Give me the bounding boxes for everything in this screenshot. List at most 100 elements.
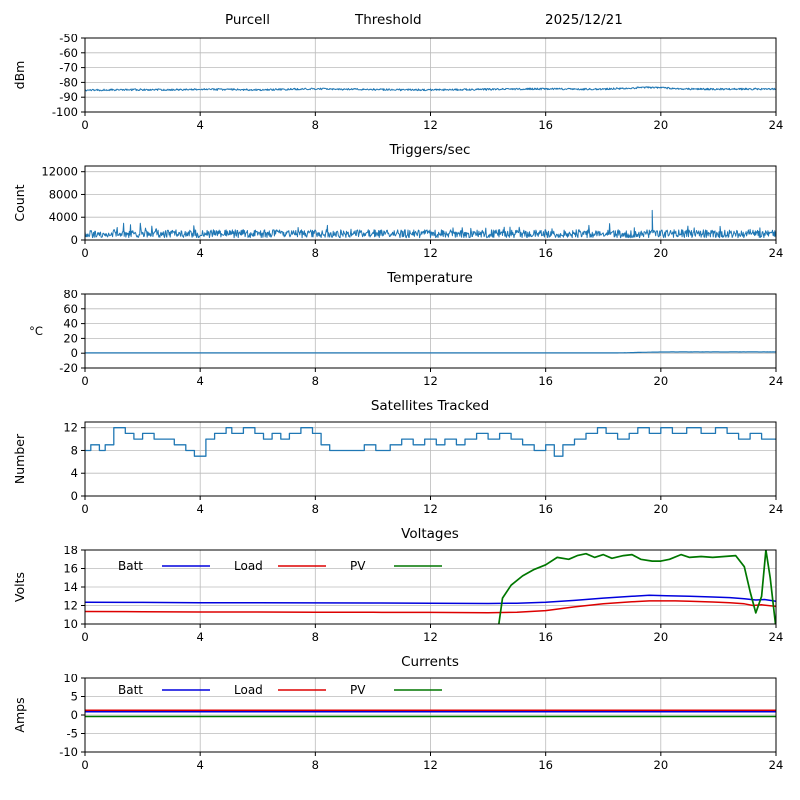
panel-currents: Currents 0 4 8 12 16 20 24 -10 -5 0 5 10 Amps Batt Loa…	[0, 650, 800, 778]
svg-text:12: 12	[63, 599, 78, 613]
svg-text:8: 8	[312, 374, 319, 388]
svg-text:Amps: Amps	[12, 697, 27, 732]
satellites-chart: 0 4 8 12 16 20 24 0 4 8 12 Number	[12, 421, 784, 516]
svg-text:-20: -20	[59, 361, 78, 375]
voltages-chart-title: Voltages	[401, 526, 459, 542]
triggers-chart: 0 4 8 12 16 20 24 0 4000 8000 12000 Count	[12, 165, 784, 260]
svg-text:16: 16	[538, 630, 553, 644]
svg-text:24: 24	[769, 246, 784, 260]
svg-text:4: 4	[197, 502, 204, 516]
svg-text:8000: 8000	[49, 187, 78, 201]
svg-text:24: 24	[769, 118, 784, 132]
svg-text:0: 0	[71, 346, 78, 360]
svg-text:4: 4	[71, 466, 78, 480]
svg-text:8: 8	[312, 502, 319, 516]
panel-voltages: Voltages 0 4 8 12 16 20 24 10 12 14 16 18 Volts Batt L…	[0, 522, 800, 650]
monitoring-figure: Purcell Threshold 2025/12/21 0 4 8 12 16 20 24…	[0, 6, 800, 778]
svg-text:20: 20	[654, 502, 669, 516]
svg-text:20: 20	[654, 758, 669, 772]
svg-text:18: 18	[63, 546, 78, 557]
svg-text:16: 16	[538, 374, 553, 388]
svg-text:0: 0	[71, 489, 78, 503]
svg-text:16: 16	[538, 246, 553, 260]
svg-text:12: 12	[423, 502, 438, 516]
svg-text:Batt: Batt	[118, 559, 143, 573]
svg-text:0: 0	[81, 374, 88, 388]
svg-text:5: 5	[71, 690, 78, 704]
svg-text:PV: PV	[350, 559, 366, 573]
mode-label: Threshold	[355, 12, 422, 28]
svg-text:12: 12	[423, 118, 438, 132]
svg-text:20: 20	[654, 630, 669, 644]
svg-text:20: 20	[654, 118, 669, 132]
svg-text:4: 4	[197, 374, 204, 388]
svg-text:dBm: dBm	[12, 61, 27, 90]
svg-text:Load: Load	[234, 683, 263, 697]
svg-text:-80: -80	[59, 75, 78, 89]
svg-text:14: 14	[63, 580, 78, 594]
svg-text:PV: PV	[350, 683, 366, 697]
svg-text:0: 0	[81, 630, 88, 644]
svg-text:4000: 4000	[49, 210, 78, 224]
panel-satellites: Satellites Tracked 0 4 8 12 16 20 24 0 4 8 12 Numbe…	[0, 394, 800, 522]
svg-text:24: 24	[769, 758, 784, 772]
satellites-chart-title: Satellites Tracked	[370, 398, 490, 414]
svg-text:-5: -5	[67, 727, 78, 741]
svg-text:40: 40	[63, 317, 78, 331]
svg-text:12: 12	[423, 246, 438, 260]
svg-text:20: 20	[654, 374, 669, 388]
svg-text:-100: -100	[52, 105, 78, 119]
date-label: 2025/12/21	[545, 12, 623, 28]
currents-chart: 0 4 8 12 16 20 24 -10 -5 0 5 10 Amps Batt Load PV	[12, 674, 784, 772]
svg-text:-90: -90	[59, 90, 78, 104]
svg-text:4: 4	[197, 758, 204, 772]
voltages-chart: 0 4 8 12 16 20 24 10 12 14 16 18 Volts Batt Load PV	[12, 546, 784, 644]
station-name: Purcell	[225, 12, 270, 28]
dbm-chart: 0 4 8 12 16 20 24 -100-90-80-70-60-50 dBm	[12, 34, 784, 132]
triggers-chart-title: Triggers/sec	[389, 142, 471, 158]
svg-text:4: 4	[197, 630, 204, 644]
svg-text:Volts: Volts	[12, 572, 27, 602]
svg-text:60: 60	[63, 302, 78, 316]
svg-text:-70: -70	[59, 61, 78, 75]
svg-text:16: 16	[538, 502, 553, 516]
svg-text:10: 10	[63, 617, 78, 631]
svg-text:°C: °C	[29, 324, 43, 338]
svg-text:Batt: Batt	[118, 683, 143, 697]
svg-text:12000: 12000	[41, 165, 78, 179]
svg-text:0: 0	[81, 118, 88, 132]
svg-text:0: 0	[81, 246, 88, 260]
svg-text:-50: -50	[59, 34, 78, 45]
svg-text:16: 16	[63, 562, 78, 576]
svg-text:8: 8	[312, 758, 319, 772]
svg-text:4: 4	[197, 246, 204, 260]
svg-text:12: 12	[63, 421, 78, 435]
svg-text:-10: -10	[59, 745, 78, 759]
svg-text:16: 16	[538, 118, 553, 132]
svg-text:8: 8	[312, 630, 319, 644]
svg-text:8: 8	[312, 118, 319, 132]
svg-text:Number: Number	[12, 433, 27, 484]
svg-text:24: 24	[769, 374, 784, 388]
temperature-chart-title: Temperature	[387, 270, 473, 286]
svg-text:0: 0	[71, 708, 78, 722]
panel-signal-level: Purcell Threshold 2025/12/21 0 4 8 12 16 20 24…	[0, 6, 800, 138]
svg-text:24: 24	[769, 502, 784, 516]
svg-text:Load: Load	[234, 559, 263, 573]
currents-chart-title: Currents	[401, 654, 459, 670]
panel-temperature: Temperature 0 4 8 12 16 20 24 -20 0 20 40 60 80 °C	[0, 266, 800, 394]
svg-text:24: 24	[769, 630, 784, 644]
panel-triggers: Triggers/sec 0 4 8 12 16 20 24 0 4000 8000 12000 Co…	[0, 138, 800, 266]
svg-text:4: 4	[197, 118, 204, 132]
svg-text:0: 0	[81, 502, 88, 516]
svg-text:0: 0	[71, 233, 78, 247]
svg-text:20: 20	[63, 331, 78, 345]
svg-text:Count: Count	[12, 184, 27, 221]
svg-text:10: 10	[63, 674, 78, 685]
figure-header: Purcell Threshold 2025/12/21	[0, 6, 800, 34]
svg-text:-60: -60	[59, 46, 78, 60]
svg-text:8: 8	[71, 443, 78, 457]
svg-text:12: 12	[423, 630, 438, 644]
svg-text:80: 80	[63, 290, 78, 301]
